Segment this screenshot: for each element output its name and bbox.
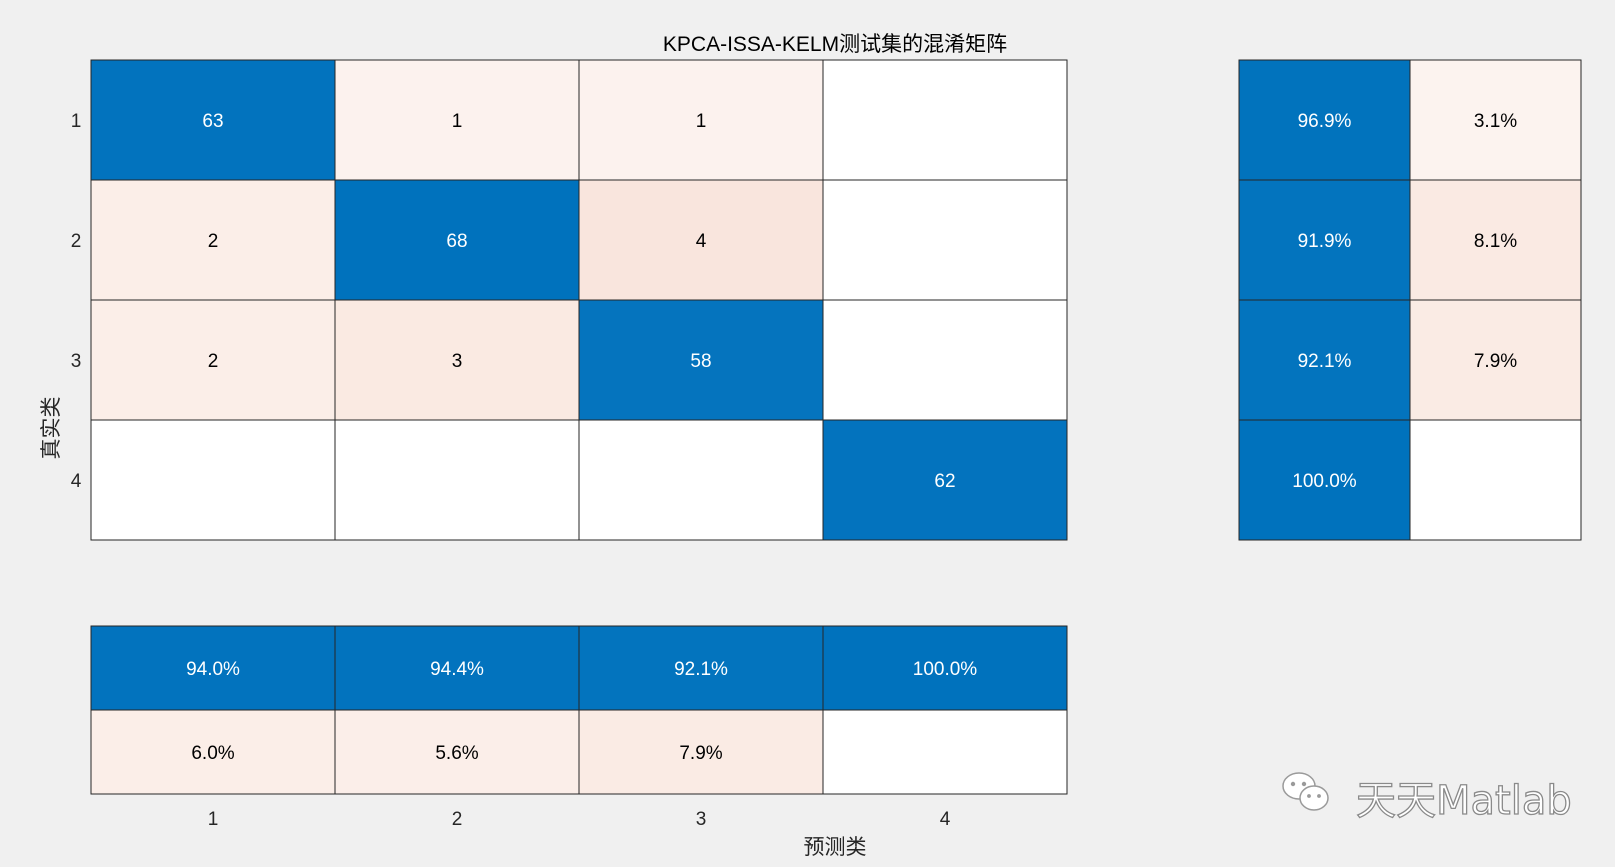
row-summary-incorrect-3 bbox=[1409, 299, 1582, 421]
column-summary-correct-4 bbox=[822, 625, 1068, 711]
matrix-cell-r2-c1-label: 2 bbox=[208, 231, 219, 252]
column-summary-correct-2-label: 94.4% bbox=[430, 659, 484, 680]
y-tick-label-2: 2 bbox=[71, 231, 82, 252]
x-tick-label-2: 2 bbox=[452, 809, 463, 830]
matrix-cell-r4-c4-label: 62 bbox=[934, 471, 955, 492]
row-summary-incorrect-2 bbox=[1409, 179, 1582, 301]
column-summary-incorrect-3 bbox=[578, 709, 824, 795]
matrix-cell-r4-c4 bbox=[822, 419, 1068, 541]
matrix-cell-r2-c2 bbox=[334, 179, 580, 301]
column-summary-incorrect-2 bbox=[334, 709, 580, 795]
matrix-cell-r3-c1 bbox=[90, 299, 336, 421]
matrix-cell-r2-c1 bbox=[90, 179, 336, 301]
matrix-cell-r1-c3 bbox=[578, 59, 824, 181]
column-summary-correct-1-label: 94.0% bbox=[186, 659, 240, 680]
row-summary-correct-1-label: 96.9% bbox=[1298, 111, 1352, 132]
row-summary-incorrect-1-label: 3.1% bbox=[1474, 111, 1517, 132]
matrix-cell-r1-c4 bbox=[822, 59, 1068, 181]
row-summary-correct-3 bbox=[1238, 299, 1411, 421]
column-summary-incorrect-2-label: 5.6% bbox=[435, 743, 478, 764]
row-summary-correct-3-label: 92.1% bbox=[1298, 351, 1352, 372]
column-summary-correct-1 bbox=[90, 625, 336, 711]
x-tick-label-4: 4 bbox=[940, 809, 951, 830]
matrix-cell-r2-c4 bbox=[822, 179, 1068, 301]
matrix-cell-r1-c2-label: 1 bbox=[452, 111, 463, 132]
row-summary-incorrect-1 bbox=[1409, 59, 1582, 181]
matrix-cell-r4-c1 bbox=[90, 419, 336, 541]
matrix-cell-r2-c2-label: 68 bbox=[446, 231, 467, 252]
watermark: 天天Matlab bbox=[1282, 772, 1572, 825]
watermark-text: 天天Matlab bbox=[1356, 778, 1572, 824]
row-summary-correct-2-label: 91.9% bbox=[1298, 231, 1352, 252]
matrix-cell-r1-c1 bbox=[90, 59, 336, 181]
matrix-cell-r4-c3 bbox=[578, 419, 824, 541]
row-summary-correct-4 bbox=[1238, 419, 1411, 541]
column-summary-incorrect-1-label: 6.0% bbox=[191, 743, 234, 764]
row-summary-correct-4-label: 100.0% bbox=[1292, 471, 1357, 492]
x-tick-label-3: 3 bbox=[696, 809, 707, 830]
y-axis-label: 真实类 bbox=[39, 397, 63, 460]
column-summary-correct-3-label: 92.1% bbox=[674, 659, 728, 680]
matrix-cell-r3-c2-label: 3 bbox=[452, 351, 463, 372]
matrix-cell-r4-c2 bbox=[334, 419, 580, 541]
row-summary-incorrect-2-label: 8.1% bbox=[1474, 231, 1517, 252]
matrix-cell-r1-c1-label: 63 bbox=[202, 111, 223, 132]
matrix-cell-r2-c3-label: 4 bbox=[696, 231, 707, 252]
tick-labels: 1 1 2 2 3 3 4 4 bbox=[71, 111, 951, 830]
y-tick-label-1: 1 bbox=[71, 111, 82, 132]
matrix-cell-r1-c3-label: 1 bbox=[696, 111, 707, 132]
matrix-cell-r1-c2 bbox=[334, 59, 580, 181]
column-summary-incorrect-3-label: 7.9% bbox=[679, 743, 722, 764]
column-summary-incorrect-1 bbox=[90, 709, 336, 795]
column-summary-correct-4-label: 100.0% bbox=[913, 659, 978, 680]
matrix-cell-r3-c1-label: 2 bbox=[208, 351, 219, 372]
column-summary-correct-2 bbox=[334, 625, 580, 711]
y-tick-label-3: 3 bbox=[71, 351, 82, 372]
row-summary-grid: 96.9% 3.1% 91.9% 8.1% 92.1% 7.9% 100.0% bbox=[1238, 59, 1582, 541]
y-tick-label-4: 4 bbox=[71, 471, 82, 492]
x-axis-label: 预测类 bbox=[804, 835, 867, 859]
chart-title: KPCA-ISSA-KELM测试集的混淆矩阵 bbox=[663, 33, 1007, 56]
matrix-cell-r3-c4 bbox=[822, 299, 1068, 421]
matrix-cell-r3-c2 bbox=[334, 299, 580, 421]
matrix-cell-r2-c3 bbox=[578, 179, 824, 301]
column-summary-correct-3 bbox=[578, 625, 824, 711]
row-summary-incorrect-3-label: 7.9% bbox=[1474, 351, 1517, 372]
column-summary-incorrect-4 bbox=[822, 709, 1068, 795]
confusion-matrix-grid: 63 1 1 2 68 4 2 3 58 62 bbox=[90, 59, 1068, 541]
column-summary-grid: 94.0% 6.0% 94.4% 5.6% 92.1% 7.9% 100.0% bbox=[90, 625, 1068, 795]
wechat-icon bbox=[1282, 772, 1329, 811]
row-summary-incorrect-4 bbox=[1409, 419, 1582, 541]
x-tick-label-1: 1 bbox=[208, 809, 219, 830]
matrix-cell-r3-c3-label: 58 bbox=[690, 351, 711, 372]
row-summary-correct-2 bbox=[1238, 179, 1411, 301]
